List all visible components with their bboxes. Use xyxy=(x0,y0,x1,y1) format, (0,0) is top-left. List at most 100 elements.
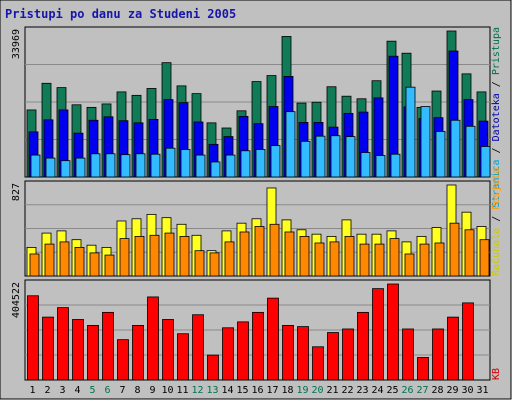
bar-kb-day-3 xyxy=(57,307,69,381)
x-tick-label-19: 19 xyxy=(296,385,308,396)
bar-kb-day-18 xyxy=(282,325,294,381)
bar-kb-day-21 xyxy=(327,332,339,381)
panel-1-legend: Stranica / Datoteka / Pristupa xyxy=(491,27,502,208)
x-tick-label-22: 22 xyxy=(341,385,353,396)
x-tick-label-13: 13 xyxy=(206,385,218,396)
legend-separator: / xyxy=(491,141,502,159)
bar-posjeta-day-22 xyxy=(344,235,355,277)
bar-stranica-day-29 xyxy=(450,119,461,178)
bar-kb-day-28 xyxy=(432,328,444,381)
bar-kb-day-7 xyxy=(117,339,129,381)
bar-stranica-day-2 xyxy=(45,157,56,178)
bar-stranica-day-19 xyxy=(300,140,311,178)
bar-stranica-day-25 xyxy=(390,153,401,178)
bar-kb-day-29 xyxy=(447,316,459,381)
legend-stranica: Stranica xyxy=(491,159,502,207)
x-tick-label-5: 5 xyxy=(89,385,95,396)
bar-kb-day-14 xyxy=(222,327,234,381)
legend-ra-unala: Računala xyxy=(490,228,502,276)
bar-kb-day-30 xyxy=(462,302,474,381)
x-tick-label-29: 29 xyxy=(446,385,458,396)
bar-stranica-day-3 xyxy=(60,160,71,178)
bar-posjeta-day-3 xyxy=(59,241,70,277)
x-tick-label-7: 7 xyxy=(119,385,125,396)
bar-posjeta-day-21 xyxy=(329,241,340,277)
bar-stranica-day-8 xyxy=(135,153,146,178)
x-tick-label-20: 20 xyxy=(311,385,323,396)
bar-posjeta-day-11 xyxy=(179,235,190,277)
bar-stranica-day-20 xyxy=(315,135,326,178)
bar-stranica-day-4 xyxy=(75,157,86,178)
x-tick-label-23: 23 xyxy=(356,385,368,396)
bar-kb-day-12 xyxy=(192,314,204,381)
bar-stranica-day-17 xyxy=(270,145,281,178)
bar-stranica-day-30 xyxy=(465,125,476,178)
bar-posjeta-day-31 xyxy=(479,239,490,277)
x-tick-label-12: 12 xyxy=(191,385,203,396)
bar-posjeta-day-15 xyxy=(239,231,250,277)
bar-stranica-day-11 xyxy=(180,149,191,178)
bar-stranica-day-16 xyxy=(255,149,266,178)
x-tick-label-16: 16 xyxy=(251,385,263,396)
bar-kb-day-23 xyxy=(357,311,369,381)
bar-kb-day-13 xyxy=(207,354,219,381)
x-tick-label-31: 31 xyxy=(476,385,488,396)
bar-stranica-day-18 xyxy=(285,111,296,178)
bar-posjeta-day-28 xyxy=(434,242,445,277)
bar-stranica-day-7 xyxy=(120,154,131,178)
x-tick-label-14: 14 xyxy=(221,385,233,396)
bar-kb-day-16 xyxy=(252,311,264,381)
bar-kb-day-9 xyxy=(147,296,159,381)
legend-pristupa: Pristupa xyxy=(491,27,502,75)
x-tick-label-18: 18 xyxy=(281,385,293,396)
bar-stranica-day-6 xyxy=(105,153,116,178)
bar-stranica-day-22 xyxy=(345,136,356,178)
panel-2-legend: Računala / Posjeta xyxy=(490,168,502,276)
bar-posjeta-day-7 xyxy=(119,238,130,277)
bar-posjeta-day-18 xyxy=(284,231,295,277)
bar-kb-day-6 xyxy=(102,311,114,381)
bar-kb-day-4 xyxy=(72,319,84,381)
bar-posjeta-day-12 xyxy=(194,250,205,277)
legend-posjeta: Posjeta xyxy=(491,168,502,210)
x-tick-label-21: 21 xyxy=(326,385,338,396)
bar-stranica-day-5 xyxy=(90,153,101,178)
x-tick-label-17: 17 xyxy=(266,385,278,396)
bar-posjeta-day-26 xyxy=(404,253,415,277)
bar-kb-day-1 xyxy=(27,295,39,381)
bar-stranica-day-28 xyxy=(435,131,446,178)
bar-kb-day-17 xyxy=(267,297,279,381)
x-tick-label-15: 15 xyxy=(236,385,248,396)
bar-kb-day-20 xyxy=(312,346,324,381)
legend-kb: KB xyxy=(491,368,502,380)
x-tick-label-11: 11 xyxy=(176,385,188,396)
bar-stranica-day-10 xyxy=(165,147,176,178)
bar-posjeta-day-13 xyxy=(209,252,220,277)
bar-kb-day-27 xyxy=(417,357,429,381)
bar-kb-day-10 xyxy=(162,319,174,381)
x-tick-label-6: 6 xyxy=(104,385,110,396)
x-tick-label-26: 26 xyxy=(401,385,413,396)
bar-stranica-day-23 xyxy=(360,152,371,178)
panel-2-ymax-label: 827 xyxy=(11,183,22,201)
bar-stranica-day-27 xyxy=(420,106,431,178)
bar-posjeta-day-27 xyxy=(419,243,430,277)
x-tick-label-30: 30 xyxy=(461,385,473,396)
bar-stranica-day-14 xyxy=(225,154,236,178)
bar-posjeta-day-1 xyxy=(29,253,40,277)
bar-posjeta-day-5 xyxy=(89,252,100,277)
bar-posjeta-day-17 xyxy=(269,223,280,277)
bar-kb-day-15 xyxy=(237,321,249,381)
bar-posjeta-day-8 xyxy=(134,235,145,277)
bar-kb-day-5 xyxy=(87,325,99,381)
bar-stranica-day-24 xyxy=(375,155,386,178)
bar-stranica-day-12 xyxy=(195,154,206,178)
bar-kb-day-19 xyxy=(297,326,309,381)
bar-kb-day-22 xyxy=(342,328,354,381)
bar-posjeta-day-24 xyxy=(374,243,385,277)
bar-stranica-day-26 xyxy=(405,86,416,178)
x-tick-label-3: 3 xyxy=(59,385,65,396)
panel-3-legend: KB xyxy=(491,368,502,380)
bar-stranica-day-31 xyxy=(480,146,491,178)
